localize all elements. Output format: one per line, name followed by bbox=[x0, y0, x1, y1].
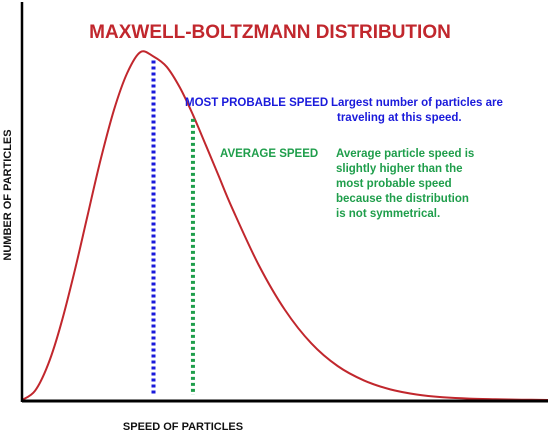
distribution-curve bbox=[21, 50, 549, 401]
most-probable-speed-label: MOST PROBABLE SPEED bbox=[185, 97, 328, 109]
y-axis-label: NUMBER OF PARTICLES bbox=[2, 129, 14, 260]
average-speed-note-line-2: slightly higher than the bbox=[336, 163, 463, 175]
average-speed-note-line-1: Average particle speed is bbox=[336, 148, 474, 160]
average-speed-label: AVERAGE SPEED bbox=[220, 148, 318, 160]
average-speed-note-line-4: because the distribution bbox=[336, 193, 469, 205]
chart-title: MAXWELL-BOLTZMANN DISTRIBUTION bbox=[89, 22, 451, 43]
average-speed-note-line-3: most probable speed bbox=[336, 178, 452, 190]
most-probable-speed-note-line-1: Largest number of particles are bbox=[331, 97, 503, 109]
average-speed-note-line-5: is not symmetrical. bbox=[336, 208, 440, 220]
x-axis-label: SPEED OF PARTICLES bbox=[123, 421, 243, 432]
most-probable-speed-note-line-2: traveling at this speed. bbox=[337, 112, 462, 124]
